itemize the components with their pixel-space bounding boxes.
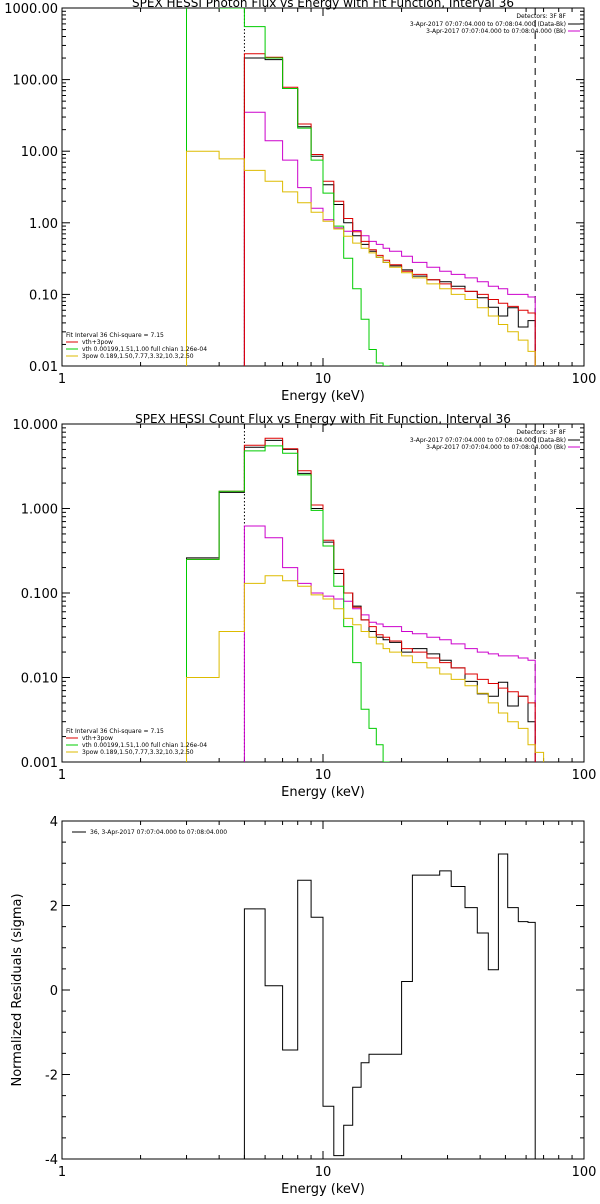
y-tick-label: 1000.00 [4,2,58,17]
y-tick-label: 0.001 [21,756,58,771]
y-tick-label: 0.10 [29,288,58,303]
legend-entry: 3pow 0.189,1.50,7.77,3.32,10.3,2.50 [82,353,194,360]
series-line-bk [243,525,536,762]
legend-entry: 3-Apr-2017 07:07:04.000 to 07:08:04.000 … [426,444,566,451]
y-tick-label: 0.01 [29,360,58,375]
y-tick-label: 100.00 [13,74,59,89]
series-line-3pow [186,575,545,762]
y-tick-label: 0 [50,984,58,999]
legend-header: Detectors: 3F 8F [516,429,566,436]
legend-entry: vth+3pow [82,735,113,742]
y-tick-label: 1.000 [21,503,58,518]
y-tick-label: 10.00 [21,145,58,160]
series-line-vth [186,8,390,366]
y-axis-label: Normalized Residuals (sigma) [10,893,25,1086]
x-axis-label: Energy (keV) [281,785,365,800]
series-line-bk [243,111,536,366]
chart-title: SPEX HESSI Count Flux vs Energy with Fit… [135,412,511,426]
panel-3: 1 10 100 Energy (keV) -4 -2 0 2 4 Normalized Resi… [10,815,596,1197]
x-tick-label: 10 [315,372,332,387]
chart-title: SPEX HESSI Photon Flux vs Energy with Fi… [132,0,514,10]
series-group [186,8,536,366]
series-line-vth [186,445,390,762]
legend-header: Detectors: 3F 8F [516,13,566,20]
x-tick-label: 10 [315,1165,332,1180]
legend-entry: vth 0.00199,1.51,1.00 full chian 1.26e-0… [82,742,207,749]
series-line-data-bk [243,57,536,366]
y-tick-label: 0.010 [21,672,58,687]
x-axis-label: Energy (keV) [281,389,365,404]
legend-entry: vth+3pow [82,339,113,346]
y-tick-label: -2 [45,1069,58,1084]
x-tick-label: 100 [572,1165,597,1180]
x-tick-label: 100 [572,768,597,783]
legend-entry: 3pow 0.189,1.50,7.77,3.32,10.3,2.50 [82,749,194,756]
legend-entry: 36, 3-Apr-2017 07:07:04.000 to 07:08:04.… [90,829,227,836]
x-tick-label: 1 [58,372,66,387]
x-tick-label: 1 [58,1165,66,1180]
series-line-36-3-apr-2017-07-07-04-000-to-07-08-04-000 [243,853,536,1159]
legend-header: Fit Interval 36 Chi-square = 7.15 [66,332,164,339]
legend-entry: 3-Apr-2017 07:07:04.000 to 07:08:04.000 … [410,437,566,444]
x-axis-label: Energy (keV) [281,1182,365,1197]
y-tick-label: 0.100 [21,587,58,602]
panel-2: SPEX HESSI Count Flux vs Energy with Fit… [13,412,597,800]
legend-entry: 3-Apr-2017 07:07:04.000 to 07:08:04.000 … [426,28,566,35]
x-tick-label: 1 [58,768,66,783]
y-tick-label: 1.00 [29,217,58,232]
y-tick-label: 4 [50,815,58,830]
panel-1: SPEX HESSI Photon Flux vs Energy with Fi… [4,0,596,404]
legend-entry: 3-Apr-2017 07:07:04.000 to 07:08:04.000 … [410,21,566,28]
series-line-data-bk [186,439,536,762]
series-group [243,853,536,1159]
series-line-vth-3pow [243,53,536,366]
series-group [186,437,545,762]
series-line-3pow [186,150,536,366]
y-tick-label: -4 [45,1153,58,1168]
y-tick-label: 10.000 [13,418,59,433]
y-tick-label: 2 [50,900,58,915]
series-line-vth-3pow [186,437,536,762]
legend-header: Fit Interval 36 Chi-square = 7.15 [66,728,164,735]
x-tick-label: 100 [572,372,597,387]
x-tick-label: 10 [315,768,332,783]
legend-entry: vth 0.00199,1.51,1.00 full chian 1.26e-0… [82,346,207,353]
